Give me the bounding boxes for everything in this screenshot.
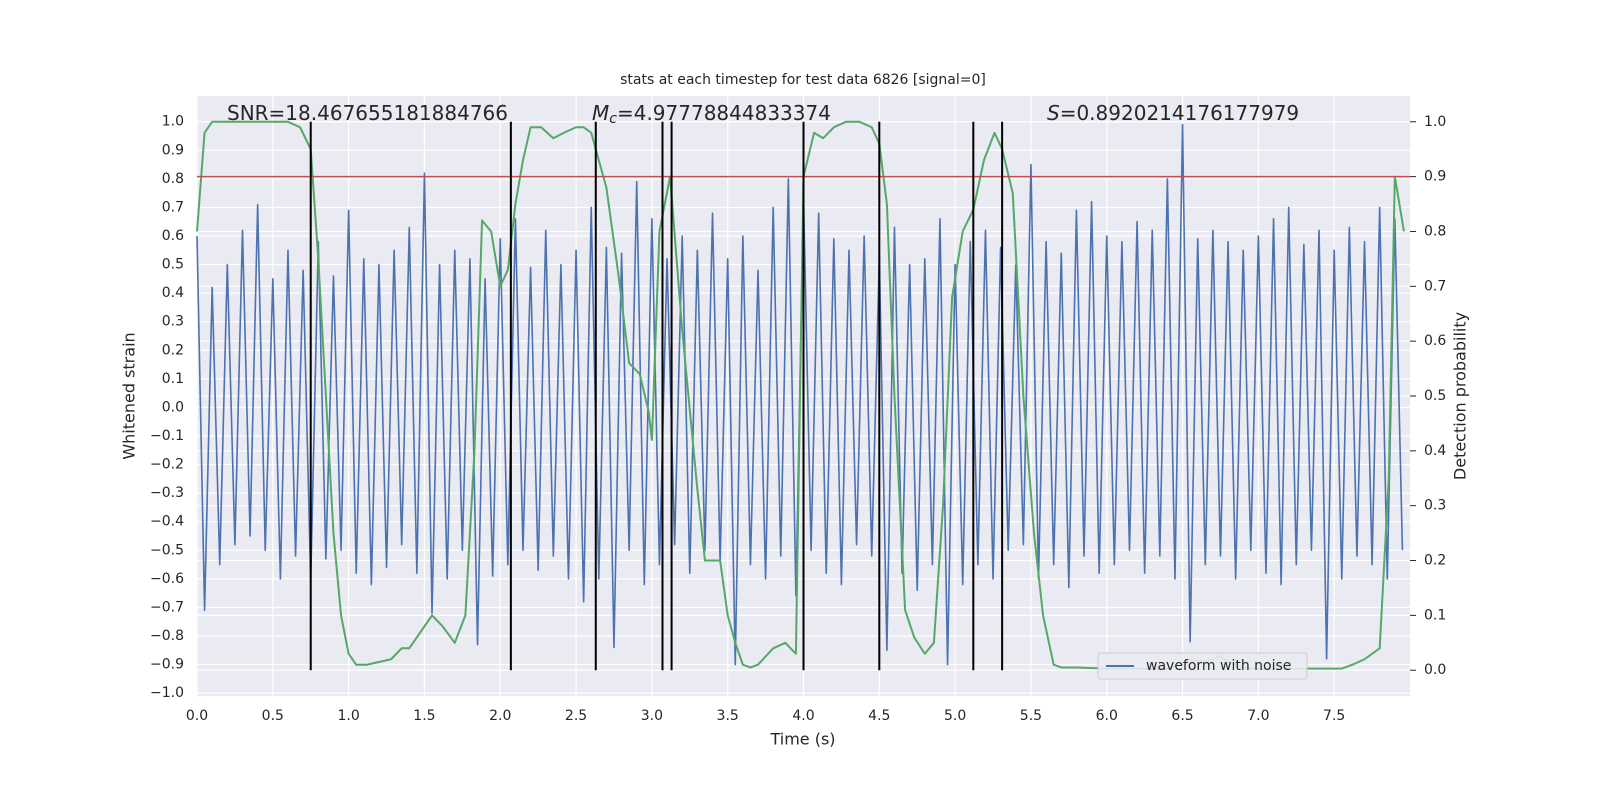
y2-tick-label: 0.6 (1424, 333, 1446, 349)
x-tick-label: 1.0 (337, 708, 359, 724)
y2-tick-label: 1.0 (1424, 114, 1446, 130)
legend-label: waveform with noise (1146, 658, 1291, 674)
y-tick-label: 0.3 (162, 314, 184, 330)
y2-tick-label: 0.4 (1424, 443, 1446, 459)
x-tick-label: 6.5 (1171, 708, 1193, 724)
y-tick-label: −1.0 (150, 685, 184, 701)
y2-tick-label: 0.1 (1424, 607, 1446, 623)
annotation-text: =4.97778844833374 (617, 101, 831, 125)
y-tick-label: −0.6 (150, 571, 184, 587)
y-tick-label: −0.3 (150, 485, 184, 501)
y2-tick-label: 0.8 (1424, 223, 1446, 239)
y2-tick-label: 0.5 (1424, 388, 1446, 404)
y-tick-label: −0.1 (150, 428, 184, 444)
y-tick-label: 0.4 (162, 285, 184, 301)
annotation-subscript: c (609, 111, 617, 127)
y2-tick-label: 0.3 (1424, 498, 1446, 514)
x-tick-label: 3.5 (717, 708, 739, 724)
x-tick-label: 5.0 (944, 708, 966, 724)
x-tick-label: 0.5 (262, 708, 284, 724)
y-tick-label: 1.0 (162, 114, 184, 130)
y2-tick-label: 0.9 (1424, 169, 1446, 185)
x-tick-label: 1.5 (413, 708, 435, 724)
y-tick-label: −0.7 (150, 599, 184, 615)
y-tick-label: 0.9 (162, 142, 184, 158)
annotation-text: =0.8920214176177979 (1060, 101, 1299, 125)
annotation-symbol: S (1047, 101, 1060, 125)
x-tick-label: 0.0 (186, 708, 208, 724)
x-tick-label: 7.0 (1247, 708, 1269, 724)
x-tick-label: 7.5 (1323, 708, 1345, 724)
y-tick-label: 0.2 (162, 342, 184, 358)
x-tick-label: 4.0 (792, 708, 814, 724)
x-tick-label: 3.0 (641, 708, 663, 724)
annotation: SNR=18.467655181884766 (227, 101, 508, 125)
x-tick-label: 2.0 (489, 708, 511, 724)
y-tick-label: −0.4 (150, 514, 184, 530)
x-axis-label: Time (s) (769, 730, 835, 749)
y2-tick-label: 0.0 (1424, 662, 1446, 678)
annotation: Mc=4.97778844833374 (592, 101, 831, 128)
annotation-symbol: M (592, 101, 609, 125)
y2-tick-label: 0.2 (1424, 553, 1446, 569)
y-tick-label: −0.5 (150, 542, 184, 558)
y-tick-label: −0.2 (150, 457, 184, 473)
y-tick-label: 0.7 (162, 199, 184, 215)
y2-tick-label: 0.7 (1424, 278, 1446, 294)
legend-box (1097, 652, 1308, 680)
y-tick-label: −0.8 (150, 628, 184, 644)
x-tick-label: 4.5 (868, 708, 890, 724)
y-axis-label: Whitened strain (120, 332, 139, 459)
x-tick-label: 6.0 (1096, 708, 1118, 724)
y-tick-label: 0.6 (162, 228, 184, 244)
x-tick-label: 2.5 (565, 708, 587, 724)
chart-title: stats at each timestep for test data 682… (620, 72, 986, 88)
annotation-text: SNR=18.467655181884766 (227, 101, 508, 125)
x-tick-label: 5.5 (1020, 708, 1042, 724)
y2-axis-label: Detection probability (1451, 312, 1470, 480)
y-tick-label: 0.8 (162, 171, 184, 187)
annotation: S=0.8920214176177979 (1047, 101, 1299, 125)
y-tick-label: 0.0 (162, 399, 184, 415)
y-tick-label: 0.5 (162, 257, 184, 273)
y-tick-label: 0.1 (162, 371, 184, 387)
y-tick-label: −0.9 (150, 657, 184, 673)
